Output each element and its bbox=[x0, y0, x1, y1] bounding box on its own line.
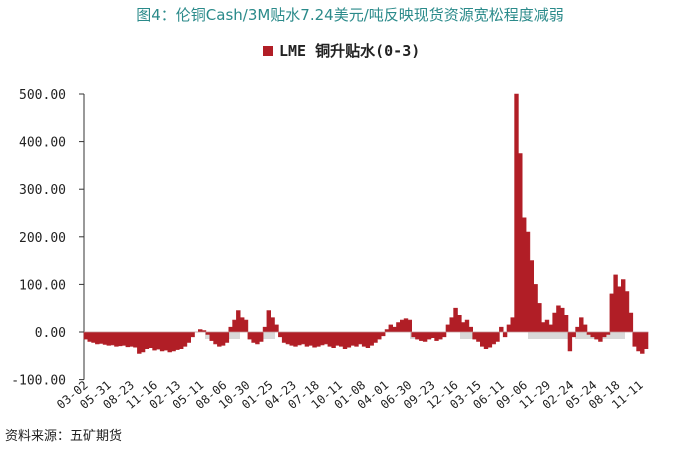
y-tick-label: 300.00 bbox=[19, 183, 66, 198]
y-tick-label: 200.00 bbox=[19, 231, 66, 246]
legend-swatch-icon bbox=[263, 45, 273, 56]
legend-label: LME 铜升贴水(0-3) bbox=[279, 42, 421, 60]
y-tick-label: 400.00 bbox=[19, 136, 66, 151]
legend: LME 铜升贴水(0-3) bbox=[263, 40, 420, 61]
source-note: 资料来源：五矿期货 bbox=[5, 429, 123, 444]
y-axis: 500.00 400.00 300.00 200.00 100.00 0.00 -100.0… bbox=[11, 88, 85, 389]
y-tick-label: -100.00 bbox=[11, 374, 66, 389]
x-axis: 03-0205-3108-2311-1602-1305-1108-0610-30… bbox=[54, 378, 646, 412]
y-tick-label: 500.00 bbox=[19, 88, 66, 103]
chart-title: 图4：伦铜Cash/3M贴水7.24美元/吨反映现货资源宽松程度减弱 bbox=[136, 6, 564, 24]
y-tick-label: 0.00 bbox=[35, 326, 66, 341]
series-area bbox=[83, 93, 649, 354]
y-tick-label: 100.00 bbox=[19, 278, 66, 293]
